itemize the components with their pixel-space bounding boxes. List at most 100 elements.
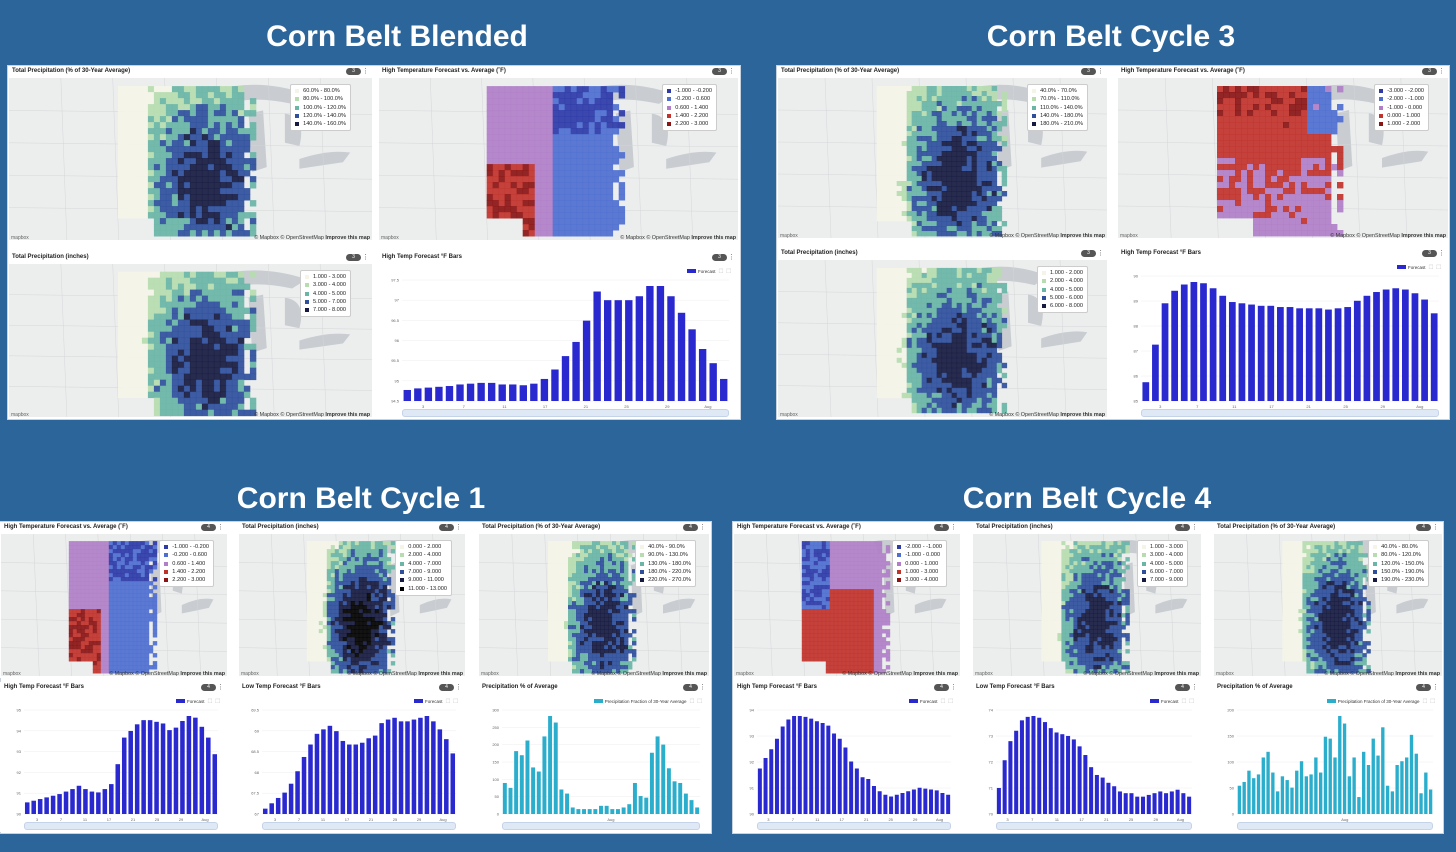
filter-badge[interactable]: 4 [1175,684,1190,691]
map-canvas[interactable] [734,534,960,676]
more-options-icon[interactable]: ⋮ [455,523,462,531]
more-options-icon[interactable]: ⋮ [362,67,369,75]
legend-swatch [400,561,405,566]
more-options-icon[interactable]: ⋮ [950,523,957,531]
y-tick-label: 86 [1134,374,1139,379]
filter-badge[interactable]: 3 [1081,250,1096,257]
filter-badge[interactable]: 4 [201,524,216,531]
more-options-icon[interactable]: ⋮ [362,253,369,261]
filter-badge[interactable]: 4 [439,684,454,691]
improve-map-link[interactable]: Improve this map [325,412,370,418]
range-navigator[interactable] [402,409,729,417]
filter-badge[interactable]: 4 [683,524,698,531]
mapbox-logo[interactable]: mapbox [1216,671,1234,677]
panel-title: High Temperature Forecast vs. Average (˚… [382,68,506,74]
more-options-icon[interactable]: ⋮ [455,683,462,691]
more-options-icon[interactable]: ⋮ [728,67,735,75]
filter-badge[interactable]: 4 [439,524,454,531]
improve-map-link[interactable]: Improve this map [325,235,370,241]
improve-map-link[interactable]: Improve this map [1154,671,1199,677]
restore-icon[interactable]: ⬚ [215,698,220,704]
more-options-icon[interactable]: ⋮ [1438,249,1445,257]
zoom-icon[interactable]: ⬚ [940,698,946,704]
map-canvas[interactable] [778,260,1107,417]
improve-map-link[interactable]: Improve this map [1060,233,1105,239]
more-options-icon[interactable]: ⋮ [1432,683,1439,691]
mapbox-logo[interactable]: mapbox [481,671,499,677]
filter-badge[interactable]: 3 [712,254,727,261]
improve-map-link[interactable]: Improve this map [913,671,958,677]
improve-map-link[interactable]: Improve this map [180,671,225,677]
filter-badge[interactable]: 3 [346,254,361,261]
range-navigator[interactable] [1237,822,1433,830]
improve-map-link[interactable]: Improve this map [662,671,707,677]
more-options-icon[interactable]: ⋮ [1438,67,1445,75]
zoom-icon[interactable]: ⬚ [1181,698,1187,704]
range-navigator[interactable] [262,822,456,830]
mapbox-logo[interactable]: mapbox [780,412,798,418]
zoom-icon[interactable]: ⬚ [718,268,724,274]
more-options-icon[interactable]: ⋮ [699,523,706,531]
zoom-icon[interactable]: ⬚ [689,698,695,704]
zoom-icon[interactable]: ⬚ [1428,264,1434,270]
filter-badge[interactable]: 4 [1416,684,1431,691]
zoom-icon[interactable]: ⬚ [1422,698,1428,704]
map-canvas[interactable] [9,264,372,417]
filter-badge[interactable]: 4 [201,684,216,691]
mapbox-logo[interactable]: mapbox [780,233,798,239]
mapbox-logo[interactable]: mapbox [3,671,21,677]
more-options-icon[interactable]: ⋮ [699,683,706,691]
map-attribution: © Mapbox © OpenStreetMap Improve this ma… [620,235,736,241]
legend-item: 100.0% - 120.0% [295,104,346,112]
range-navigator[interactable] [757,822,951,830]
mapbox-logo[interactable]: mapbox [1120,233,1138,239]
mapbox-logo[interactable]: mapbox [381,235,399,241]
improve-map-link[interactable]: Improve this map [1060,412,1105,418]
range-navigator[interactable] [1141,409,1439,417]
more-options-icon[interactable]: ⋮ [1191,683,1198,691]
zoom-icon[interactable]: ⬚ [207,698,213,704]
restore-icon[interactable]: ⬚ [726,268,731,274]
more-options-icon[interactable]: ⋮ [1191,523,1198,531]
filter-badge[interactable]: 4 [1175,524,1190,531]
more-options-icon[interactable]: ⋮ [1432,523,1439,531]
filter-badge[interactable]: 3 [346,68,361,75]
more-options-icon[interactable]: ⋮ [1097,67,1104,75]
more-options-icon[interactable]: ⋮ [1097,249,1104,257]
mapbox-logo[interactable]: mapbox [241,671,259,677]
restore-icon[interactable]: ⬚ [697,698,702,704]
restore-icon[interactable]: ⬚ [1436,264,1441,270]
improve-map-link[interactable]: Improve this map [1395,671,1440,677]
restore-icon[interactable]: ⬚ [1189,698,1194,704]
improve-map-link[interactable]: Improve this map [1401,233,1446,239]
filter-badge[interactable]: 4 [934,684,949,691]
restore-icon[interactable]: ⬚ [948,698,953,704]
map-canvas[interactable] [9,78,372,240]
range-navigator[interactable] [502,822,700,830]
map-canvas[interactable] [1,534,227,676]
restore-icon[interactable]: ⬚ [453,698,458,704]
more-options-icon[interactable]: ⋮ [728,253,735,261]
filter-badge[interactable]: 3 [1081,68,1096,75]
improve-map-link[interactable]: Improve this map [418,671,463,677]
improve-map-link[interactable]: Improve this map [691,235,736,241]
mapbox-logo[interactable]: mapbox [11,235,29,241]
filter-badge[interactable]: 4 [683,684,698,691]
more-options-icon[interactable]: ⋮ [217,683,224,691]
filter-badge[interactable]: 3 [1422,250,1437,257]
mapbox-logo[interactable]: mapbox [975,671,993,677]
more-options-icon[interactable]: ⋮ [217,523,224,531]
range-navigator[interactable] [24,822,218,830]
filter-badge[interactable]: 4 [934,524,949,531]
filter-badge[interactable]: 3 [712,68,727,75]
more-options-icon[interactable]: ⋮ [950,683,957,691]
range-navigator[interactable] [996,822,1192,830]
restore-icon[interactable]: ⬚ [1430,698,1435,704]
zoom-icon[interactable]: ⬚ [445,698,451,704]
filter-badge[interactable]: 3 [1422,68,1437,75]
mapbox-logo[interactable]: mapbox [736,671,754,677]
mapbox-logo[interactable]: mapbox [11,412,29,418]
filter-badge[interactable]: 4 [1416,524,1431,531]
bar [1400,761,1404,814]
bar [89,791,95,814]
